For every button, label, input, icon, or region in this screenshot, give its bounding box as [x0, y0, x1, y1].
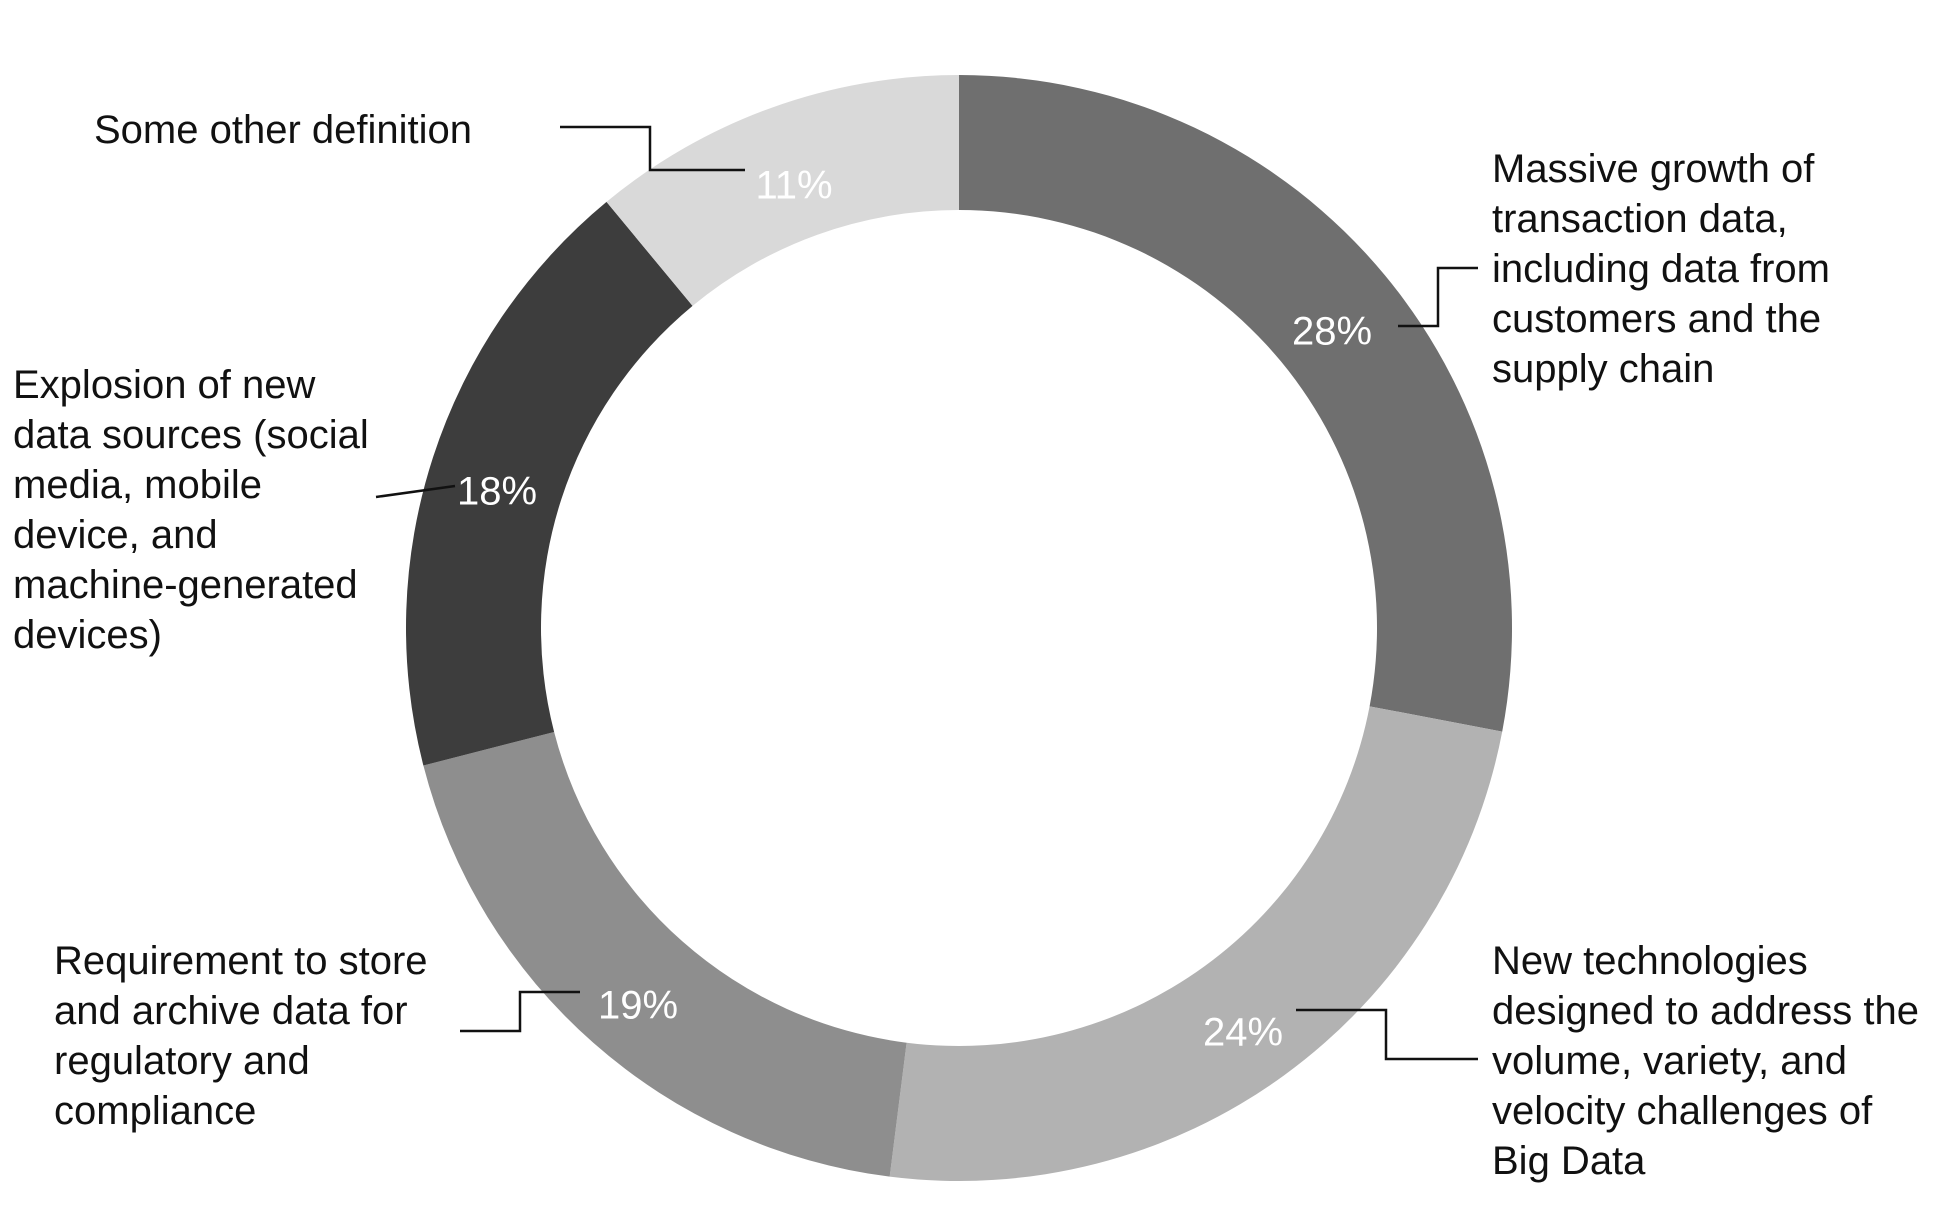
category-label-line: New technologies: [1492, 939, 1808, 983]
percent-label-2: 24%: [1203, 1011, 1283, 1055]
category-labels-layer: Massive growth of transaction data, includ…: [13, 108, 1919, 1183]
category-label-line: regulatory and: [54, 1039, 310, 1083]
category-label-line: machine-generated: [13, 563, 358, 607]
category-label-line: Some other definition: [94, 108, 472, 152]
category-label-5: Some other definition: [94, 108, 472, 152]
category-label-line: volume, variety, and: [1492, 1039, 1847, 1083]
category-label-line: devices): [13, 613, 162, 657]
category-label-line: Massive growth of: [1492, 147, 1815, 191]
category-label-line: media, mobile: [13, 463, 262, 507]
leader-line-4: [375, 484, 456, 499]
percent-label-4: 18%: [457, 470, 537, 514]
donut-slice-4: [405, 201, 693, 766]
leader-line-1: [1398, 266, 1478, 328]
percent-label-5: 11%: [755, 164, 832, 208]
donut-slice-5: [606, 74, 959, 306]
category-label-line: and archive data for: [54, 989, 408, 1033]
percent-labels-layer: 28% 24% 19% 18% 11%: [457, 164, 1372, 1055]
category-label-1: Massive growth of transaction data, includ…: [1492, 147, 1830, 391]
leader-line-2: [1296, 1008, 1478, 1061]
category-label-4: Explosion of new data sources (social medi…: [13, 363, 369, 657]
category-label-line: Big Data: [1492, 1139, 1646, 1183]
category-label-line: Explosion of new: [13, 363, 316, 407]
category-label-line: customers and the: [1492, 297, 1821, 341]
leader-line-5: [560, 125, 745, 172]
donut-slice-1: [959, 75, 1513, 732]
category-label-line: velocity challenges of: [1492, 1089, 1873, 1133]
donut-slice-3: [423, 731, 907, 1177]
category-label-line: supply chain: [1492, 347, 1714, 391]
leader-line-3: [460, 990, 580, 1033]
category-label-line: compliance: [54, 1089, 256, 1133]
percent-label-1: 28%: [1292, 310, 1372, 354]
category-label-line: designed to address the: [1492, 989, 1919, 1033]
slices-layer: [405, 74, 1513, 1181]
leader-lines-layer: [375, 125, 1478, 1061]
category-label-3: Requirement to store and archive data for…: [54, 939, 428, 1133]
category-label-2: New technologies designed to address the v…: [1492, 939, 1919, 1183]
category-label-line: Requirement to store: [54, 939, 428, 983]
category-label-line: device, and: [13, 513, 218, 557]
percent-label-3: 19%: [598, 984, 678, 1028]
category-label-line: transaction data,: [1492, 197, 1788, 241]
category-label-line: including data from: [1492, 247, 1830, 291]
category-label-line: data sources (social: [13, 413, 369, 457]
donut-slice-2: [889, 706, 1503, 1181]
